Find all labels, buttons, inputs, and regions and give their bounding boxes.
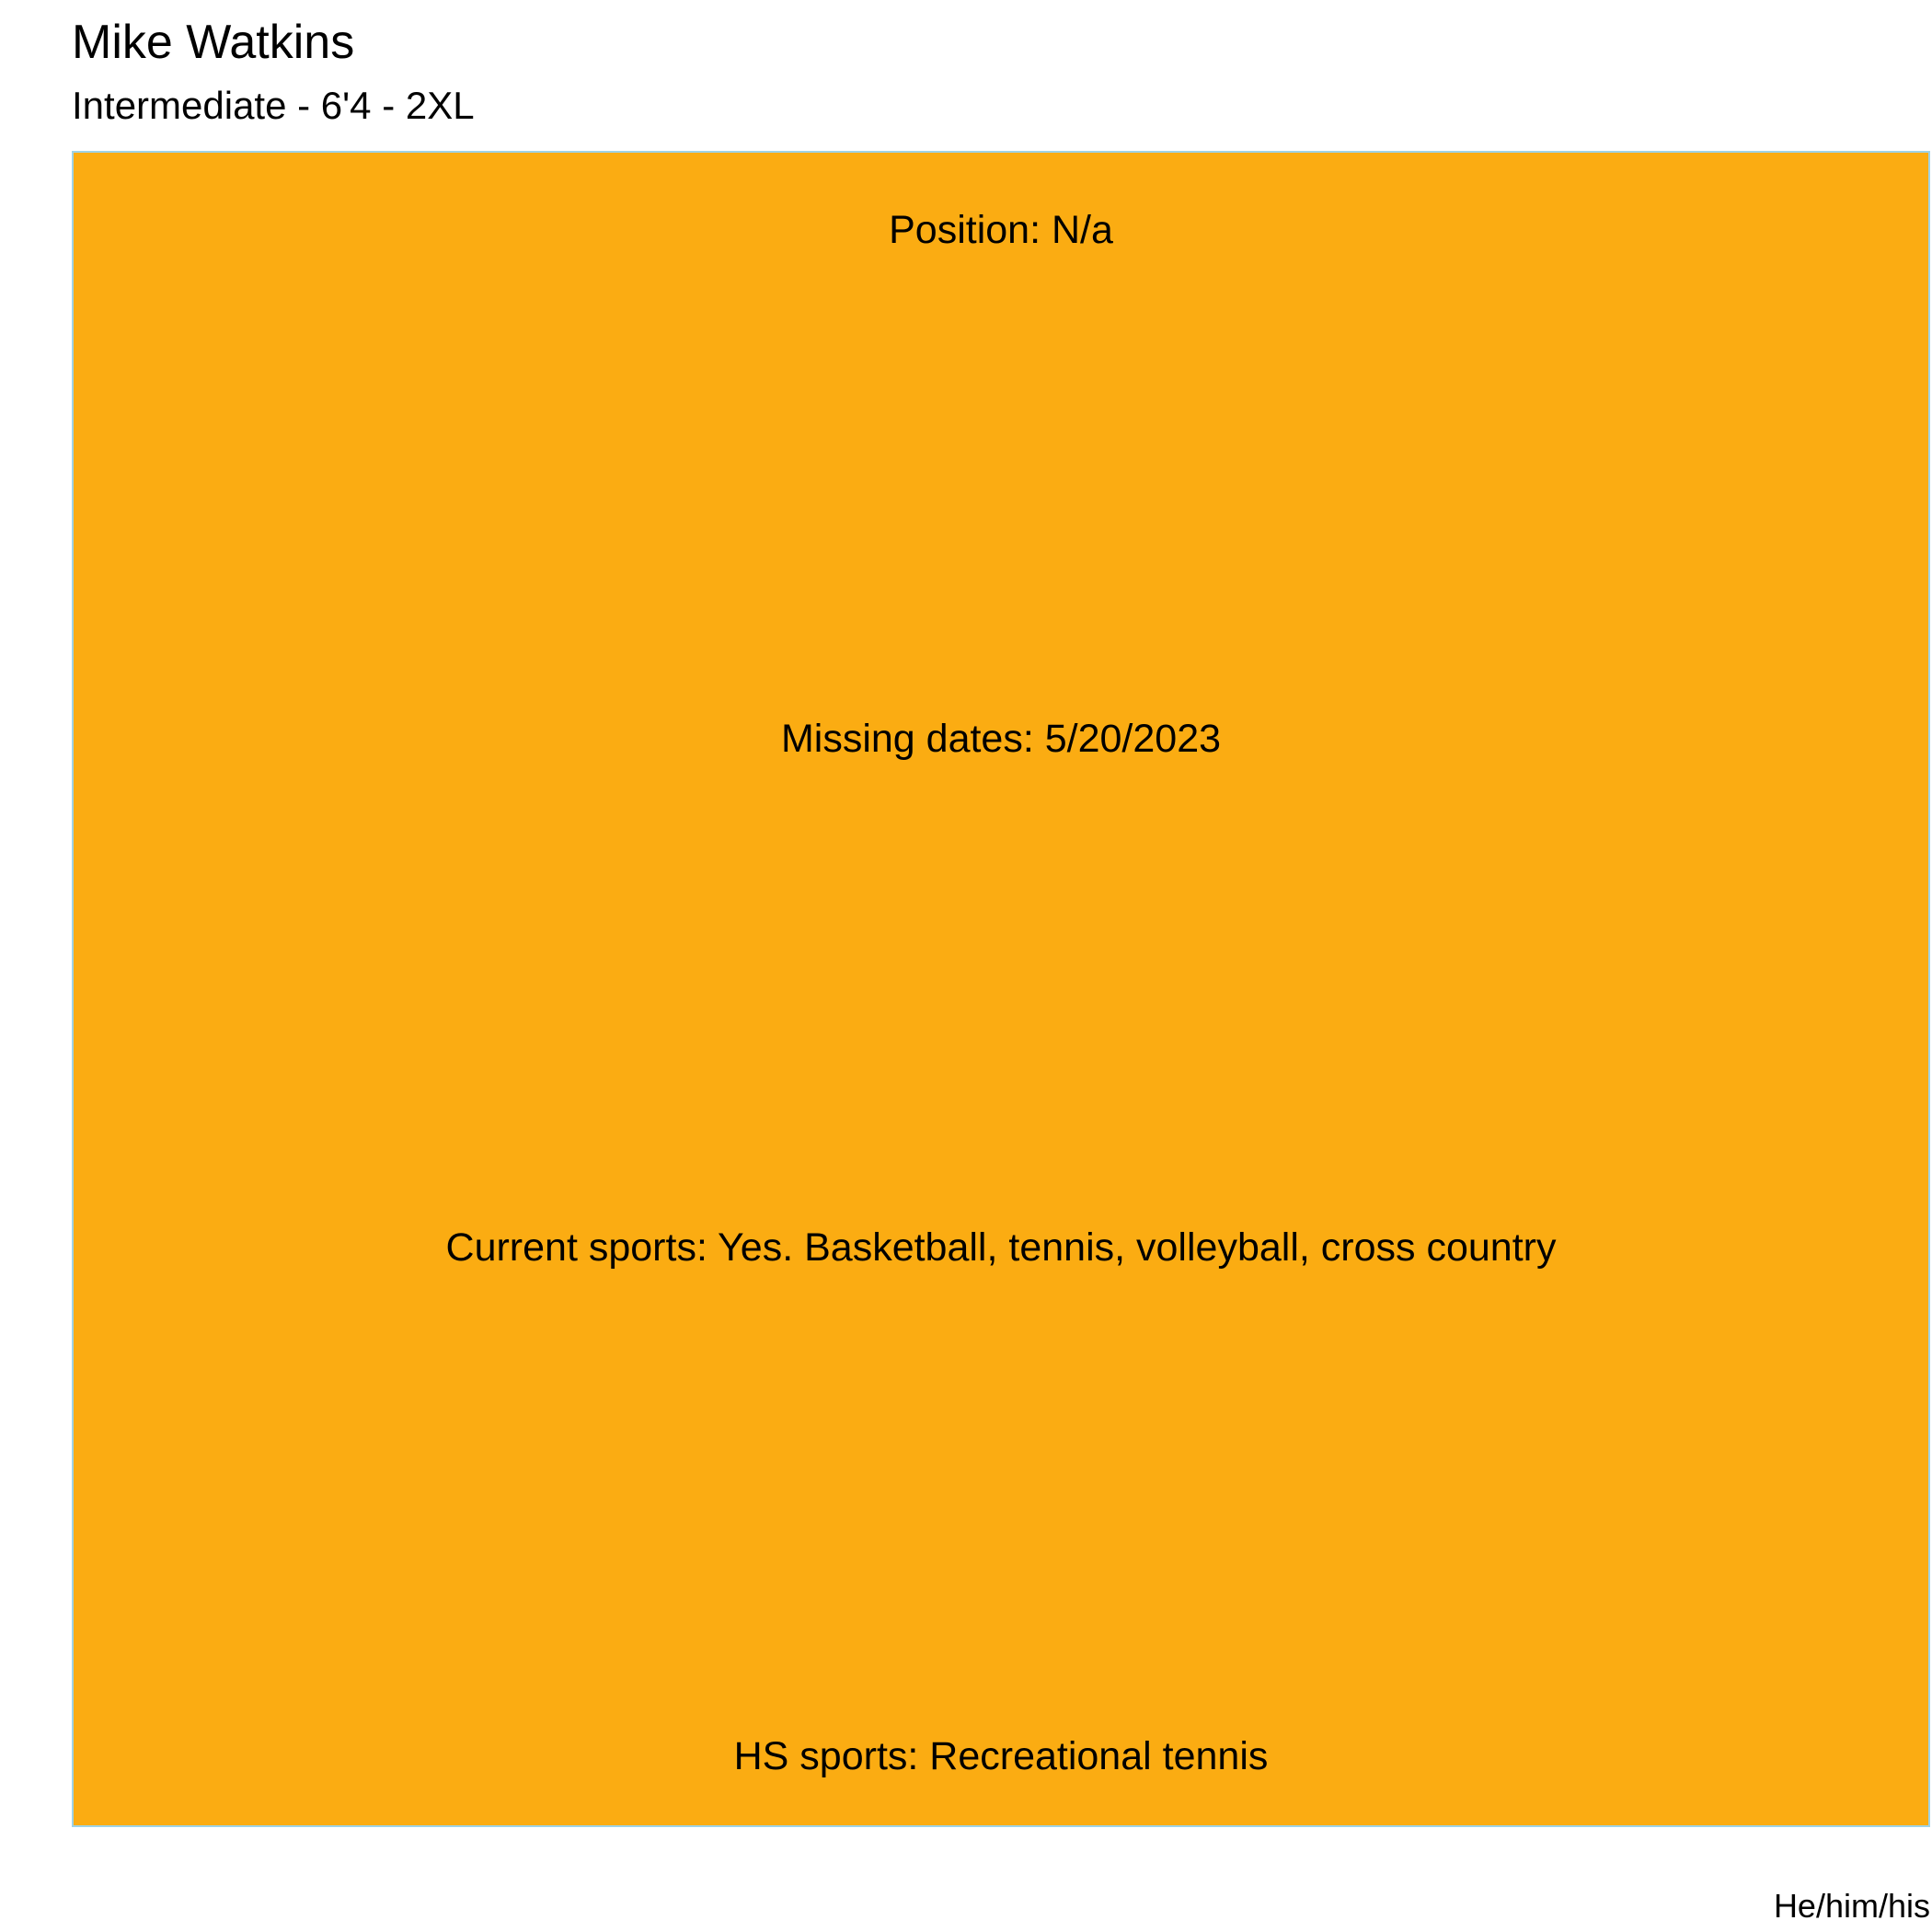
info-panel: Position: N/a Missing dates: 5/20/2023 C… (72, 151, 1930, 1827)
player-details: Intermediate - 6'4 - 2XL (72, 84, 475, 127)
position-label: Position: N/a (889, 208, 1113, 252)
hs-sports-label: HS sports: Recreational tennis (733, 1734, 1269, 1778)
pronouns-caption: He/him/his (1773, 1887, 1930, 1925)
missing-dates-label: Missing dates: 5/20/2023 (780, 717, 1222, 761)
current-sports-label: Current sports: Yes. Basketball, tennis,… (445, 1225, 1557, 1270)
player-name: Mike Watkins (72, 16, 355, 69)
